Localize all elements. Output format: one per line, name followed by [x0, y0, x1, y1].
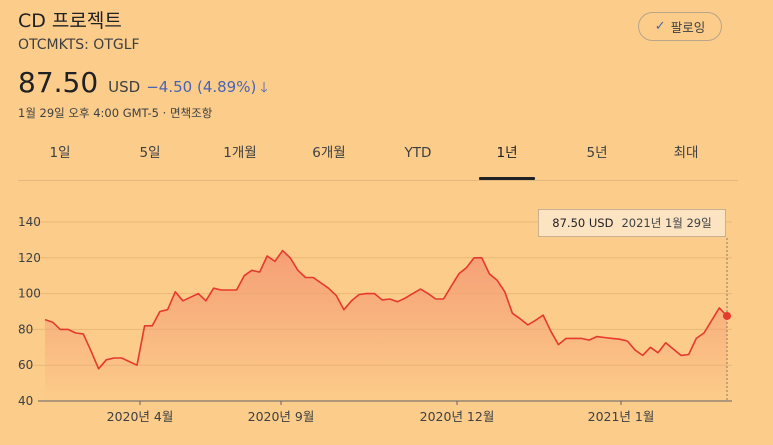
y-tick-label: 80 — [18, 322, 33, 336]
check-icon: ✓ — [654, 19, 666, 34]
tooltip-date: 2021년 1월 29일 — [621, 216, 712, 230]
tab-1d[interactable]: 1일 — [49, 145, 71, 161]
range-tabs: 1일 5일 1개월 6개월 YTD 1년 5년 최대 — [18, 144, 738, 180]
down-arrow-icon: 🡓 — [260, 80, 268, 96]
tab-5d[interactable]: 5일 — [139, 145, 161, 161]
y-tick-label: 100 — [18, 287, 41, 301]
current-point — [723, 311, 731, 320]
currency-label: USD — [108, 78, 141, 96]
stock-title: CD 프로젝트 — [18, 10, 122, 32]
price-line — [44, 249, 728, 370]
follow-button[interactable]: ✓ 팔로잉 — [638, 12, 722, 41]
x-tick-label: 2020년 12월 — [420, 409, 495, 424]
follow-label: 팔로잉 — [670, 20, 706, 35]
tab-ytd[interactable]: YTD — [404, 145, 432, 161]
tab-6m[interactable]: 6개월 — [312, 145, 346, 161]
tabs-divider — [18, 180, 738, 181]
current-price: 87.50 — [18, 66, 99, 99]
price-row: 87.50 USD −4.50 (4.89%) 🡓 — [18, 66, 268, 101]
ticker-symbol: OTCMKTS: OTGLF — [18, 37, 140, 53]
y-tick-label: 120 — [18, 251, 41, 265]
y-tick-label: 140 — [18, 215, 41, 229]
price-change: −4.50 (4.89%) — [146, 78, 257, 96]
tab-1y[interactable]: 1년 — [477, 144, 537, 180]
x-tick-label: 2020년 9월 — [248, 409, 315, 424]
tab-1m[interactable]: 1개월 — [223, 145, 257, 161]
x-tick-label: 2020년 4월 — [107, 409, 174, 424]
quote-timestamp: 1월 29일 오후 4:00 GMT-5 · 면책조항 — [18, 106, 213, 120]
price-area — [45, 250, 727, 401]
price-tooltip: 87.50 USD 2021년 1월 29일 — [538, 209, 726, 237]
tooltip-price: 87.50 USD — [552, 216, 614, 230]
tab-5y[interactable]: 5년 — [586, 145, 608, 161]
y-tick-label: 60 — [18, 358, 33, 372]
y-tick-label: 40 — [18, 394, 33, 408]
x-tick-label: 2021년 1월 — [588, 409, 655, 424]
tab-max[interactable]: 최대 — [673, 145, 699, 161]
